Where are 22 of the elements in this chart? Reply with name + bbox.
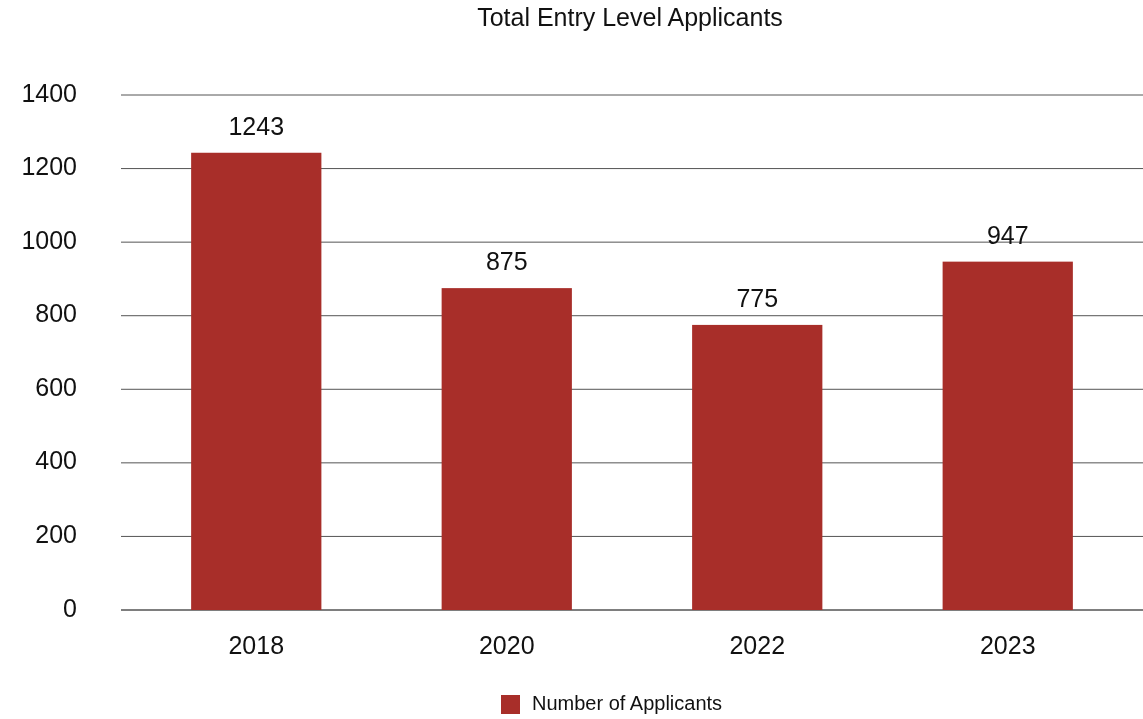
y-tick-label: 200 (35, 520, 77, 549)
data-label: 875 (485, 247, 528, 276)
data-label: 775 (736, 283, 779, 312)
y-tick-label: 1000 (21, 225, 77, 254)
y-tick-label: 1200 (21, 152, 77, 181)
data-label: 947 (986, 220, 1029, 249)
bar (692, 324, 823, 610)
y-tick-label: 800 (35, 299, 77, 328)
chart-title: Total Entry Level Applicants (477, 3, 783, 31)
legend-label: Number of Applicants (532, 692, 723, 715)
x-tick-label: 2018 (228, 631, 285, 659)
x-tick-label: 2020 (478, 631, 535, 659)
bar (942, 261, 1073, 610)
y-tick-label: 400 (35, 446, 77, 475)
data-label: 1243 (228, 111, 285, 140)
y-tick-label: 0 (63, 593, 77, 622)
x-tick-label: 2023 (979, 631, 1036, 659)
y-tick-label: 600 (35, 372, 77, 401)
y-tick-label: 1400 (21, 78, 77, 107)
x-tick-label: 2022 (729, 631, 786, 659)
bar (191, 152, 322, 610)
bar (441, 288, 572, 610)
